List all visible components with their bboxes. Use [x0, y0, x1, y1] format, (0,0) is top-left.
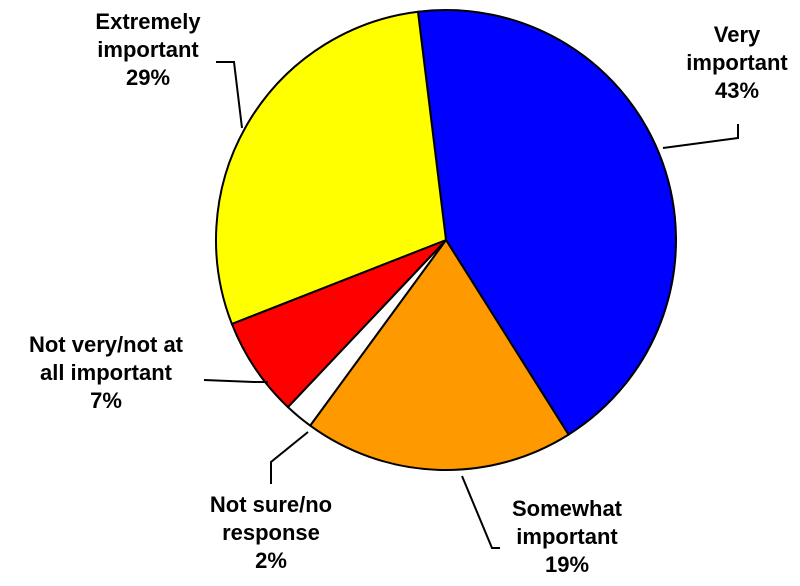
pie-slice-extremely-important: [215, 10, 447, 325]
slice-percent-label: 43%: [715, 78, 759, 103]
slice-label-line: important: [97, 37, 199, 62]
leader-lines-layer: [203, 61, 739, 549]
pie-slice-not-very-not-at-all-important: [230, 239, 447, 409]
slice-label-very-important: Very important 43%: [686, 22, 788, 103]
slice-label-line: Somewhat: [512, 496, 623, 521]
slice-label-not-sure-no-response: Not sure/no response 2%: [210, 492, 332, 573]
slice-percent-label: 19%: [545, 552, 589, 577]
slices-layer: [215, 9, 677, 471]
slice-label-line: Very: [714, 22, 761, 47]
leader-line-very-important: [662, 124, 739, 149]
slice-label-line: all important: [40, 360, 173, 385]
slice-label-extremely-important: Extremely important 29%: [95, 9, 201, 90]
leader-line-extremely-important: [216, 61, 243, 129]
labels-layer: Very important 43% Somewhat important 19% Not …: [29, 9, 788, 577]
slice-percent-label: 7%: [90, 388, 122, 413]
leader-line-somewhat-important: [461, 475, 500, 549]
slice-percent-label: 2%: [255, 548, 287, 573]
slice-label-line: response: [222, 520, 320, 545]
leader-line-not-very-not-at-all-important: [203, 379, 268, 383]
slice-label-somewhat-important: Somewhat important 19%: [512, 496, 623, 577]
slice-percent-label: 29%: [126, 65, 170, 90]
slice-label-line: Not sure/no: [210, 492, 332, 517]
slice-label-line: important: [686, 50, 788, 75]
pie-slice-somewhat-important: [309, 239, 570, 471]
slice-label-line: Not very/not at: [29, 332, 184, 357]
slice-label-line: Extremely: [95, 9, 201, 34]
slice-label-line: important: [516, 524, 618, 549]
pie-slice-very-important: [416, 9, 677, 436]
leader-line-not-sure-no-response: [270, 431, 309, 484]
slice-label-not-very-not-at-all-important: Not very/not at all important 7%: [29, 332, 184, 413]
